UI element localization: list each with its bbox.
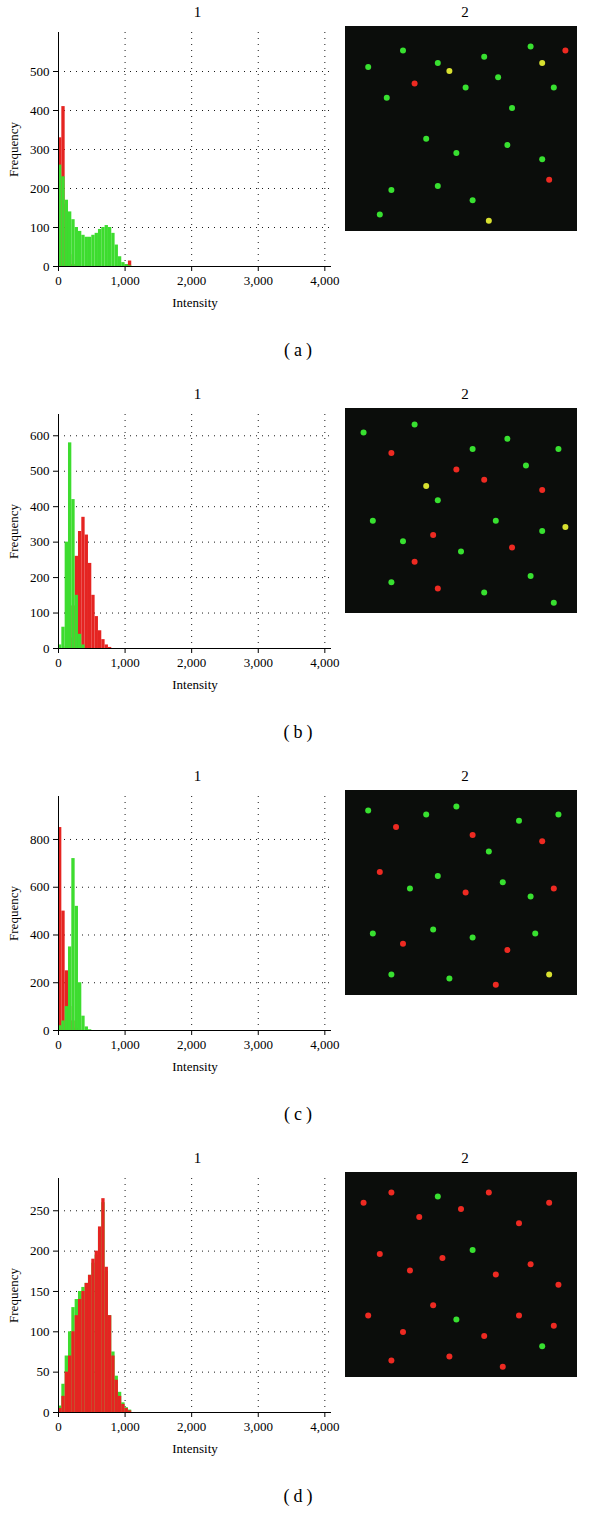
svg-text:50: 50: [37, 1364, 50, 1379]
svg-text:250: 250: [30, 1203, 50, 1218]
svg-text:100: 100: [30, 220, 50, 235]
svg-text:200: 200: [30, 570, 50, 585]
svg-text:4,000: 4,000: [310, 655, 339, 670]
svg-text:2,000: 2,000: [177, 273, 206, 288]
html-text:2: 2: [461, 386, 469, 402]
html-text:(c): (c): [284, 1104, 316, 1124]
svg-text:600: 600: [30, 428, 50, 443]
svg-text:1,000: 1,000: [110, 1419, 139, 1434]
html-text:(d): (d): [283, 1486, 317, 1506]
svg-text:4,000: 4,000: [310, 1037, 339, 1052]
svg-text:0: 0: [55, 655, 62, 670]
svg-text:3,000: 3,000: [244, 273, 273, 288]
svg-text:0: 0: [55, 1419, 62, 1434]
svg-text:Frequency: Frequency: [6, 504, 21, 559]
svg-text:0: 0: [43, 1405, 50, 1420]
svg-text:3,000: 3,000: [244, 1037, 273, 1052]
svg-text:Intensity: Intensity: [172, 1059, 218, 1074]
svg-text:300: 300: [30, 534, 50, 549]
svg-text:600: 600: [30, 879, 50, 894]
svg-text:0: 0: [43, 1023, 50, 1038]
html-text:1: 1: [193, 386, 202, 402]
svg-text:150: 150: [30, 1284, 50, 1299]
svg-text:800: 800: [30, 832, 50, 847]
svg-text:400: 400: [30, 103, 50, 118]
svg-text:400: 400: [30, 499, 50, 514]
svg-text:2,000: 2,000: [177, 1419, 206, 1434]
svg-text:100: 100: [30, 605, 50, 620]
html-text:2: 2: [461, 1150, 469, 1166]
svg-text:2,000: 2,000: [177, 655, 206, 670]
svg-text:4,000: 4,000: [310, 273, 339, 288]
svg-text:Frequency: Frequency: [6, 886, 21, 941]
svg-text:200: 200: [30, 975, 50, 990]
svg-text:1,000: 1,000: [110, 1037, 139, 1052]
svg-text:0: 0: [43, 259, 50, 274]
svg-text:0: 0: [55, 273, 62, 288]
svg-text:500: 500: [30, 463, 50, 478]
svg-text:Intensity: Intensity: [172, 677, 218, 692]
svg-text:200: 200: [30, 1243, 50, 1258]
svg-text:Intensity: Intensity: [172, 295, 218, 310]
svg-text:Frequency: Frequency: [6, 122, 21, 177]
svg-text:100: 100: [30, 1324, 50, 1339]
html-text:(b): (b): [283, 722, 317, 742]
html-text:1: 1: [193, 1150, 202, 1166]
svg-text:2,000: 2,000: [177, 1037, 206, 1052]
svg-text:Intensity: Intensity: [172, 1441, 218, 1456]
html-text:1: 1: [193, 4, 202, 20]
html-text:2: 2: [461, 4, 469, 20]
svg-text:3,000: 3,000: [244, 1419, 273, 1434]
svg-text:300: 300: [30, 142, 50, 157]
svg-text:400: 400: [30, 927, 50, 942]
svg-text:0: 0: [43, 641, 50, 656]
svg-text:500: 500: [30, 64, 50, 79]
svg-text:200: 200: [30, 181, 50, 196]
svg-text:1,000: 1,000: [110, 273, 139, 288]
html-text:(a): (a): [284, 340, 316, 360]
svg-text:1,000: 1,000: [110, 655, 139, 670]
html-text:1: 1: [193, 768, 202, 784]
svg-text:4,000: 4,000: [310, 1419, 339, 1434]
svg-text:0: 0: [55, 1037, 62, 1052]
html-text:2: 2: [461, 768, 469, 784]
svg-text:3,000: 3,000: [244, 655, 273, 670]
svg-text:Frequency: Frequency: [6, 1268, 21, 1323]
